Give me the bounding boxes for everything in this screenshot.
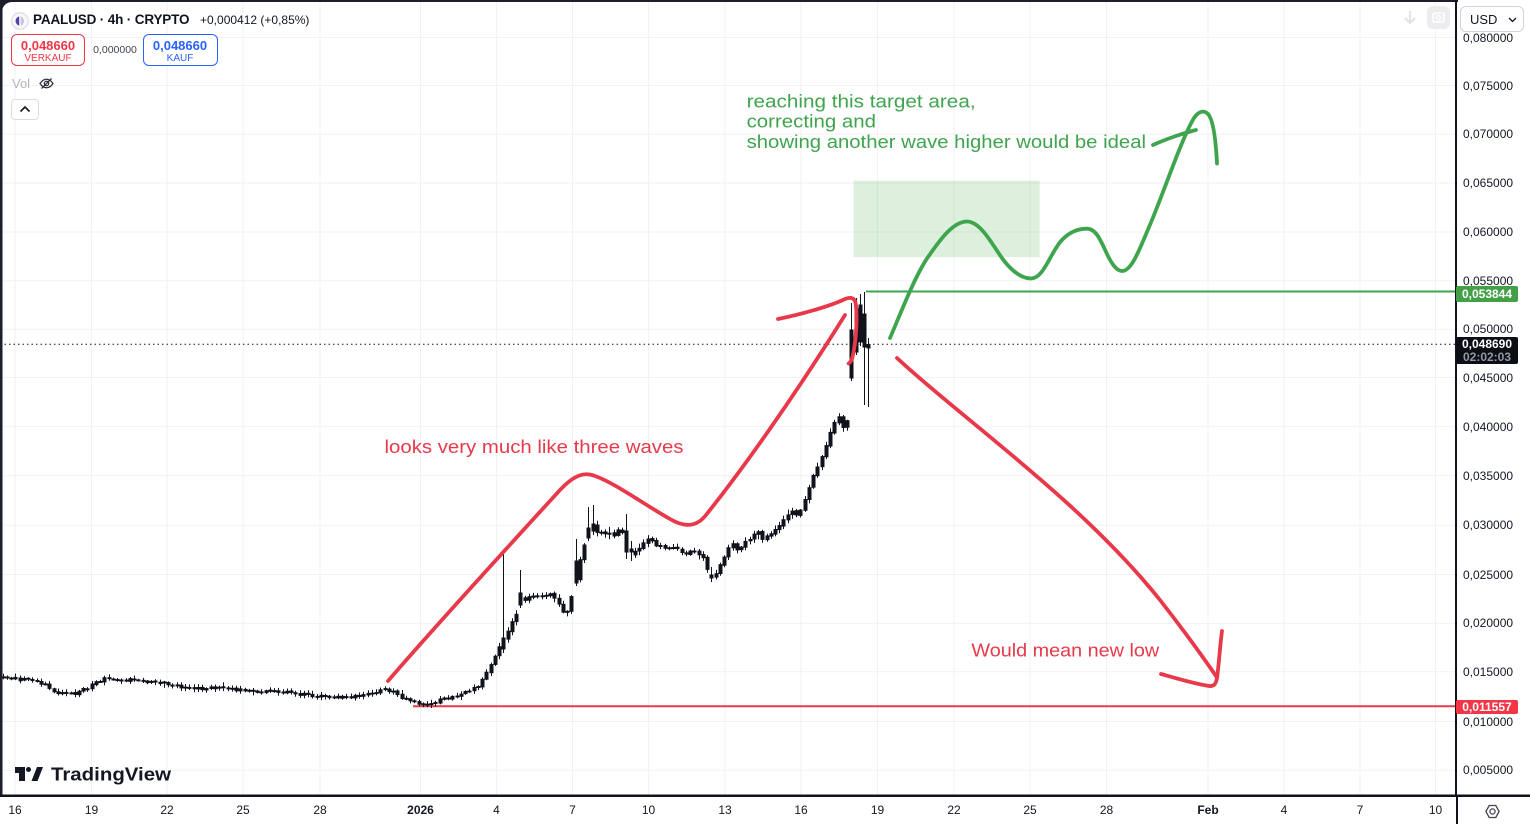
svg-text:TradingView: TradingView bbox=[51, 765, 172, 785]
